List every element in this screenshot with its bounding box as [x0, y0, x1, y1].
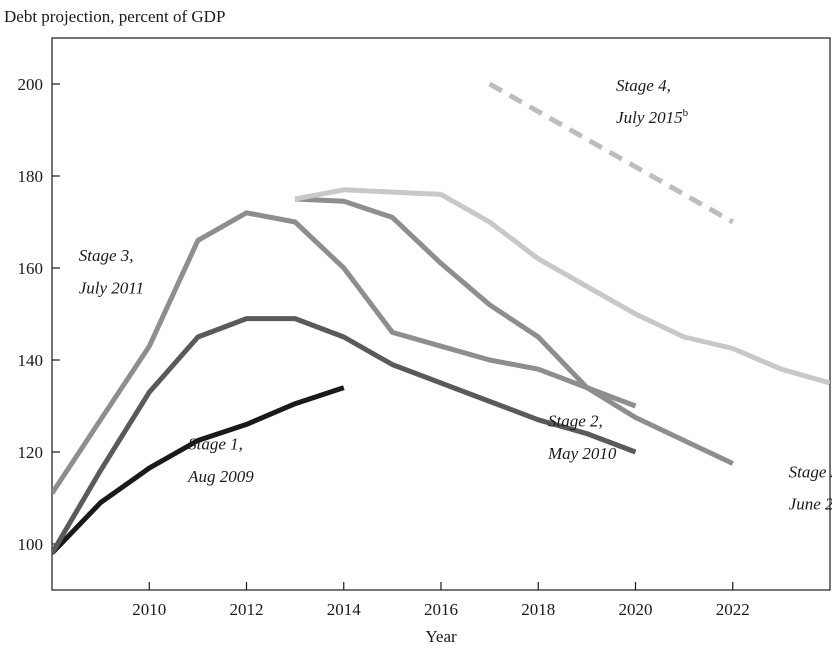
annotation-stage4b-line1: Stage 4,	[616, 76, 671, 95]
y-tick-label: 120	[18, 443, 44, 462]
annotation-stage4b-line2: July 2015b	[616, 107, 689, 127]
annotation-stage1-line1: Stage 1,	[188, 435, 243, 454]
chart-title: Debt projection, percent of GDP	[4, 7, 225, 26]
y-tick-label: 140	[18, 351, 44, 370]
annotation-stage2-line2: May 2010	[547, 444, 617, 463]
x-tick-label: 2020	[619, 600, 653, 619]
annotation-stage3a-line1: Stage 3,	[79, 246, 134, 265]
y-tick-label: 180	[18, 167, 44, 186]
x-axis-title: Year	[425, 627, 457, 646]
y-tick-label: 160	[18, 259, 44, 278]
series-line-3	[294, 196, 734, 466]
annotation-stage4b-superscript: b	[683, 107, 689, 119]
x-tick-label: 2016	[424, 600, 458, 619]
y-tick-label: 200	[18, 75, 44, 94]
annotation-stage3a-line2: July 2011	[79, 278, 144, 297]
x-tick-label: 2022	[716, 600, 750, 619]
y-tick-label: 100	[18, 535, 44, 554]
series-line-4	[294, 187, 830, 386]
series-line-1	[52, 316, 637, 555]
plot-frame	[51, 37, 831, 591]
x-tick-label: 2010	[132, 600, 166, 619]
annotation-stage1-line2: Aug 2009	[187, 467, 254, 486]
series-line-5	[488, 81, 735, 225]
annotation-stage3b-line1: Stage 3,	[789, 462, 832, 481]
annotation-stage3b-line2: June 2014	[789, 495, 832, 514]
x-tick-label: 2014	[327, 600, 362, 619]
x-tick-label: 2018	[521, 600, 555, 619]
series-line-0	[52, 385, 345, 555]
series-line-2	[52, 210, 637, 495]
annotation-stage2-line1: Stage 2,	[548, 412, 603, 431]
x-tick-label: 2012	[230, 600, 264, 619]
